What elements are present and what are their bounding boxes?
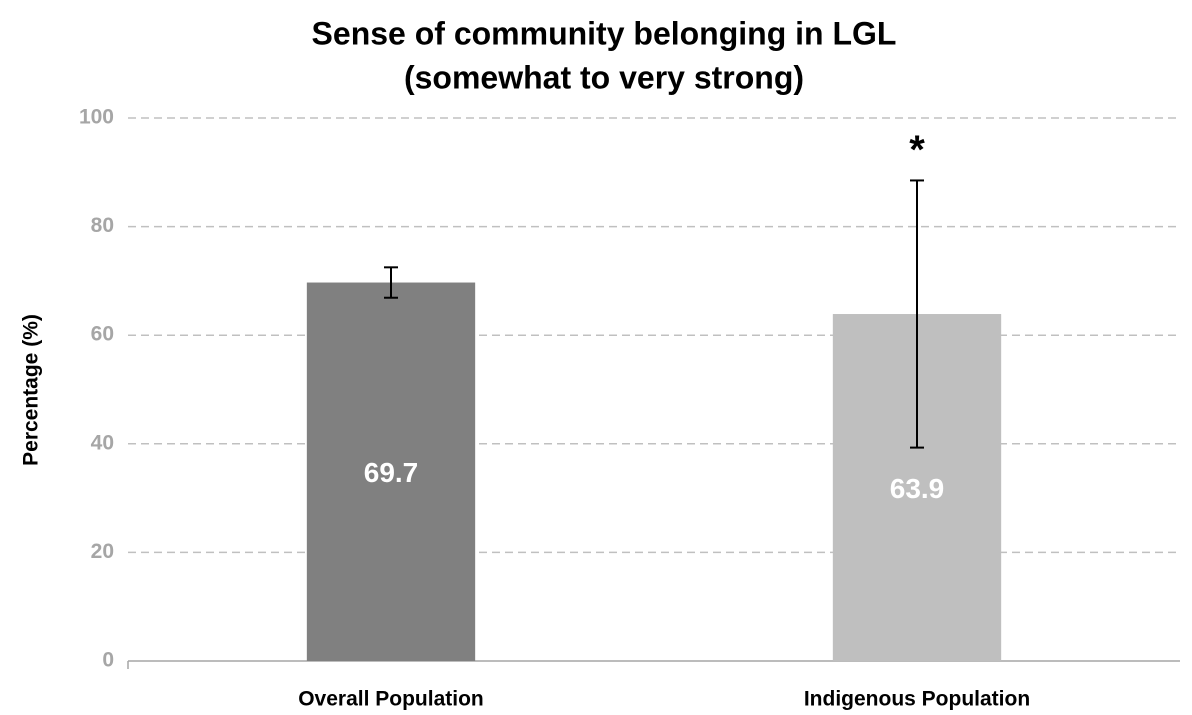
y-tick-label: 0 xyxy=(102,649,114,672)
y-tick-label: 40 xyxy=(91,431,114,454)
y-tick-label: 100 xyxy=(79,106,114,129)
x-tick-label: Indigenous Population xyxy=(804,688,1030,711)
annotation: * xyxy=(909,128,925,172)
chart-subtitle: (somewhat to very strong) xyxy=(404,59,804,95)
data-label: 69.7 xyxy=(364,457,419,488)
y-tick-label: 20 xyxy=(91,540,114,563)
bar xyxy=(306,282,476,661)
data-label: 63.9 xyxy=(890,473,945,504)
y-tick-label: 60 xyxy=(91,323,114,346)
x-tick-label: Overall Population xyxy=(298,688,484,711)
y-axis-label: Percentage (%) xyxy=(20,314,43,466)
chart-title: Sense of community belonging in LGL xyxy=(312,15,897,51)
y-tick-label: 80 xyxy=(91,214,114,237)
